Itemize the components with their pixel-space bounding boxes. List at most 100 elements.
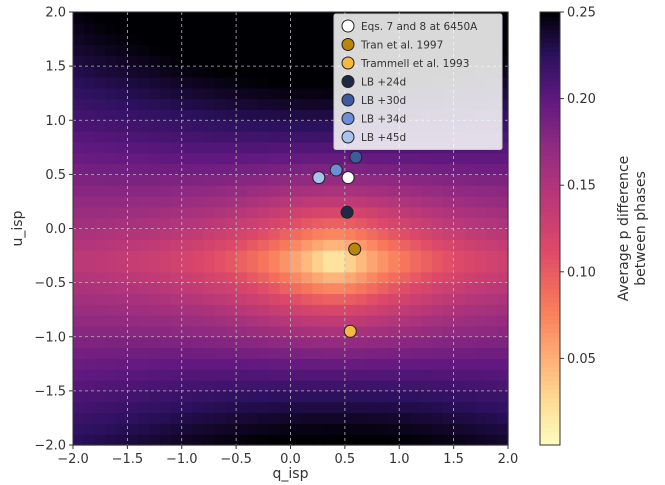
heatmap-cell: [247, 423, 259, 435]
heatmap-cell: [181, 282, 194, 295]
heatmap-cell: [312, 260, 324, 273]
heatmap-cell: [323, 196, 335, 208]
colorbar-segment: [540, 384, 560, 390]
heatmap-cell: [127, 304, 139, 316]
heatmap-cell: [312, 141, 324, 154]
heatmap-cell: [105, 87, 118, 100]
heatmap-cell: [160, 239, 172, 251]
heatmap-cell: [116, 141, 128, 154]
heatmap-cell: [203, 271, 215, 284]
heatmap-cell: [94, 120, 107, 132]
heatmap-cell: [247, 369, 259, 381]
heatmap-cell: [214, 44, 226, 56]
colorbar-segment: [540, 293, 560, 299]
heatmap-cell: [334, 293, 346, 305]
heatmap-cell: [116, 87, 128, 100]
heatmap-cell: [410, 434, 422, 446]
heatmap-cell: [116, 401, 128, 414]
heatmap-cell: [181, 369, 194, 381]
heatmap-cell: [236, 304, 248, 316]
heatmap-cell: [170, 163, 183, 175]
heatmap-cell: [366, 347, 379, 359]
colorbar-tick-label: 0.15: [567, 179, 596, 194]
heatmap-cell: [344, 260, 357, 273]
heatmap-cell: [149, 185, 161, 197]
heatmap-cell: [160, 315, 172, 327]
heatmap-cell: [366, 174, 379, 186]
heatmap-cell: [257, 336, 270, 349]
heatmap-cell: [268, 33, 281, 46]
heatmap-cell: [464, 250, 476, 262]
heatmap-cell: [486, 282, 498, 295]
heatmap-cell: [421, 380, 433, 392]
heatmap-cell: [160, 109, 172, 121]
heatmap-cell: [442, 293, 455, 305]
heatmap-cell: [421, 217, 433, 230]
heatmap-cell: [399, 336, 411, 349]
heatmap-cell: [83, 315, 96, 327]
heatmap-cell: [355, 282, 368, 295]
heatmap-cell: [388, 260, 400, 273]
heatmap-cell: [236, 44, 248, 56]
heatmap-cell: [497, 120, 509, 132]
heatmap-cell: [486, 336, 498, 349]
heatmap-cell: [94, 217, 107, 230]
heatmap-cell: [464, 358, 476, 370]
heatmap-cell: [279, 412, 292, 424]
heatmap-cell: [475, 369, 487, 381]
colorbar-segment: [540, 440, 560, 446]
colorbar-segment: [540, 241, 560, 247]
colorbar-segment: [540, 120, 560, 126]
heatmap-cell: [355, 358, 368, 370]
heatmap-cell: [257, 12, 270, 24]
heatmap-cell: [377, 434, 389, 446]
heatmap-cell: [127, 33, 139, 46]
heatmap-cell: [312, 336, 324, 349]
heatmap-cell: [301, 293, 313, 305]
heatmap-cell: [181, 185, 194, 197]
heatmap-cell: [127, 336, 139, 349]
heatmap-cell: [464, 347, 476, 359]
heatmap-cell: [377, 260, 389, 273]
heatmap-cell: [170, 293, 183, 305]
colorbar-segment: [540, 397, 560, 403]
heatmap-cell: [312, 44, 324, 56]
heatmap-cell: [73, 239, 85, 251]
heatmap-cell: [192, 196, 205, 208]
heatmap-cell: [170, 250, 183, 262]
heatmap-cell: [73, 315, 85, 327]
heatmap-cell: [192, 358, 205, 370]
heatmap-cell: [323, 55, 335, 67]
heatmap-cell: [138, 358, 150, 370]
heatmap-cell: [268, 152, 281, 165]
colorbar-segment: [540, 297, 560, 303]
heatmap-cell: [421, 228, 433, 240]
heatmap-cell: [138, 293, 150, 305]
heatmap-cell: [192, 380, 205, 392]
heatmap-cell: [247, 44, 259, 56]
heatmap-cell: [475, 358, 487, 370]
heatmap-cell: [160, 98, 172, 111]
heatmap-cell: [116, 390, 128, 403]
heatmap-cell: [334, 250, 346, 262]
heatmap-cell: [170, 304, 183, 316]
heatmap-cell: [247, 152, 259, 165]
heatmap-cell: [83, 304, 96, 316]
heatmap-cell: [73, 401, 85, 414]
heatmap-cell: [388, 271, 400, 284]
heatmap-cell: [247, 336, 259, 349]
heatmap-cell: [410, 217, 422, 230]
heatmap-cell: [475, 206, 487, 219]
heatmap-cell: [181, 401, 194, 414]
heatmap-cell: [497, 87, 509, 100]
heatmap-cell: [410, 347, 422, 359]
heatmap-cell: [257, 304, 270, 316]
heatmap-cell: [149, 347, 161, 359]
x-tick-label: −0.5: [220, 452, 252, 467]
heatmap-cell: [247, 66, 259, 78]
heatmap-cell: [127, 423, 139, 435]
heatmap-cell: [475, 217, 487, 230]
heatmap-cell: [279, 423, 292, 435]
heatmap-cell: [442, 325, 455, 338]
